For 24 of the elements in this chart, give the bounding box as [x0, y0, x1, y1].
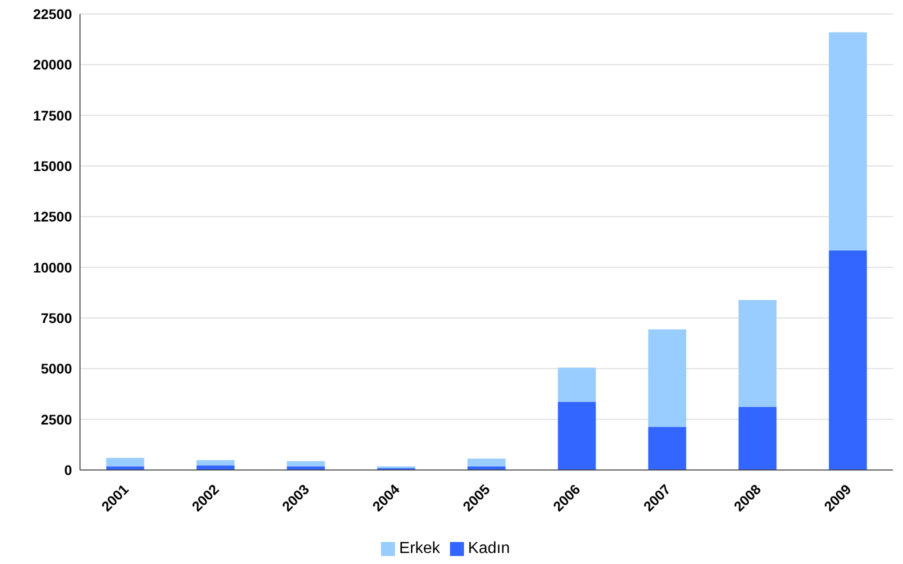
bar — [828, 250, 867, 470]
bar — [106, 458, 144, 466]
bar — [196, 460, 235, 466]
y-tick-label: 10000 — [33, 259, 72, 276]
y-tick-label: 12500 — [33, 208, 72, 225]
y-tick-label: 7500 — [40, 310, 72, 326]
bar — [286, 461, 325, 466]
y-tick-label: 0 — [64, 462, 72, 478]
y-tick-label: 20000 — [33, 56, 72, 73]
y-tick-label: 22500 — [33, 6, 72, 22]
bar — [558, 402, 596, 470]
bar — [648, 427, 686, 470]
bar — [558, 368, 596, 402]
legend-label: Kadın — [468, 540, 510, 557]
y-tick-label: 2500 — [40, 411, 72, 428]
bar — [468, 458, 506, 466]
bar — [828, 32, 867, 251]
y-tick-label: 15000 — [33, 158, 72, 174]
bar — [648, 329, 686, 428]
bar — [738, 300, 777, 407]
legend-label: Erkek — [399, 540, 440, 557]
bar — [738, 406, 777, 470]
y-tick-label: 5000 — [40, 360, 72, 377]
y-tick-label: 17500 — [33, 107, 72, 124]
